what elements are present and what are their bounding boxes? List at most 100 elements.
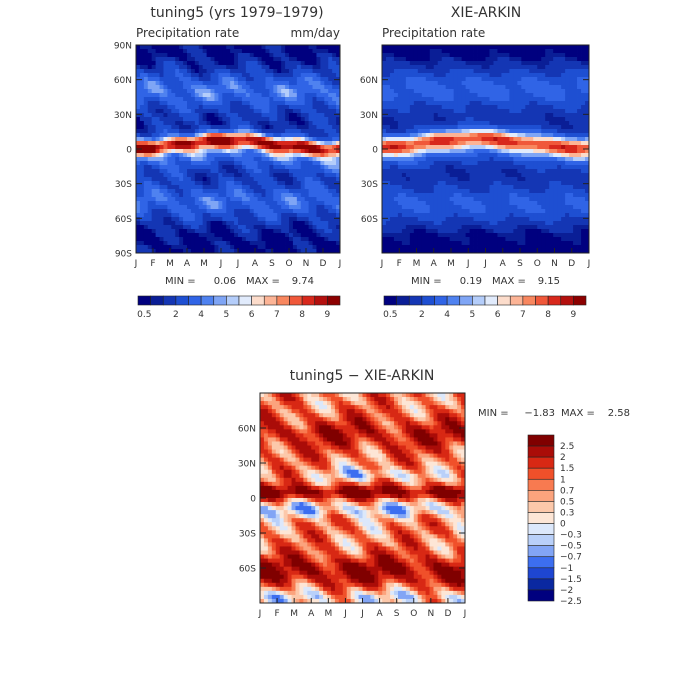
heatmap-cell xyxy=(202,177,208,182)
heatmap-cell xyxy=(308,169,313,174)
heatmap-cell xyxy=(230,241,235,246)
heatmap-cell xyxy=(187,201,192,206)
heatmap-cell xyxy=(453,105,459,110)
heatmap-cell xyxy=(429,109,435,114)
heatmap-cell xyxy=(218,157,223,162)
heatmap-cell xyxy=(163,237,168,242)
heatmap-cell xyxy=(269,225,274,230)
heatmap-cell xyxy=(218,93,223,98)
heatmap-cell xyxy=(549,49,554,54)
heatmap-cell xyxy=(281,237,286,242)
heatmap-cell xyxy=(453,49,459,54)
heatmap-cell xyxy=(493,45,498,50)
heatmap-cell xyxy=(316,225,321,230)
heatmap-cell xyxy=(481,205,486,210)
heatmap-cell xyxy=(397,93,403,98)
heatmap-cell xyxy=(461,65,466,70)
heatmap-cell xyxy=(421,205,427,210)
heatmap-cell xyxy=(253,57,259,62)
heatmap-cell xyxy=(549,85,554,90)
heatmap-cell xyxy=(312,217,317,222)
heatmap-cell xyxy=(210,193,215,198)
heatmap-cell xyxy=(328,201,333,206)
heatmap-cell xyxy=(179,129,184,134)
heatmap-cell xyxy=(445,141,451,146)
heatmap-cell xyxy=(320,217,325,222)
heatmap-cell xyxy=(401,93,407,98)
heatmap-cell xyxy=(481,81,486,86)
heatmap-cell xyxy=(187,249,192,254)
heatmap-cell xyxy=(481,113,486,118)
heatmap-cell xyxy=(265,165,270,170)
heatmap-cell xyxy=(545,69,550,74)
heatmap-cell xyxy=(465,125,470,130)
heatmap-cell xyxy=(143,137,149,142)
heatmap-cell xyxy=(206,197,211,202)
heatmap-cell xyxy=(194,61,200,66)
heatmap-cell xyxy=(477,201,482,206)
heatmap-cell xyxy=(457,117,463,122)
heatmap-cell xyxy=(261,165,266,170)
heatmap-cell xyxy=(312,137,317,142)
heatmap-cell xyxy=(385,85,391,90)
heatmap-cell xyxy=(533,169,538,174)
heatmap-cell xyxy=(194,241,200,246)
heatmap-cell xyxy=(175,181,180,186)
heatmap-cell xyxy=(413,165,419,170)
heatmap-cell xyxy=(238,249,243,254)
heatmap-cell xyxy=(561,189,566,194)
heatmap-cell xyxy=(569,177,574,182)
heatmap-cell xyxy=(549,185,554,190)
heatmap-cell xyxy=(565,57,570,62)
heatmap-cell xyxy=(171,125,176,130)
heatmap-cell xyxy=(405,137,411,142)
heatmap-cell xyxy=(541,89,546,94)
heatmap-cell xyxy=(273,73,278,78)
heatmap-cell xyxy=(433,201,439,206)
heatmap-cell xyxy=(409,113,415,118)
heatmap-cell xyxy=(316,105,321,110)
heatmap-cell xyxy=(509,209,514,214)
heatmap-cell xyxy=(332,185,337,190)
heatmap-cell xyxy=(265,201,270,206)
heatmap-cell xyxy=(569,97,574,102)
heatmap-cell xyxy=(501,197,506,202)
heatmap-cell xyxy=(465,141,470,146)
heatmap-cell xyxy=(198,89,204,94)
heatmap-cell xyxy=(269,165,274,170)
heatmap-cell xyxy=(401,53,407,58)
panel-model-subtitle-left: Precipitation rate xyxy=(136,26,239,40)
heatmap-cell xyxy=(214,197,219,202)
heatmap-cell xyxy=(214,113,219,118)
heatmap-cell xyxy=(417,125,423,130)
heatmap-cell xyxy=(136,113,141,118)
heatmap-cell xyxy=(226,105,231,110)
heatmap-cell xyxy=(265,65,270,70)
heatmap-cell xyxy=(465,81,470,86)
heatmap-cell xyxy=(517,125,522,130)
heatmap-cell xyxy=(409,73,415,78)
heatmap-cell xyxy=(577,113,582,118)
heatmap-cell xyxy=(281,205,286,210)
heatmap-cell xyxy=(296,225,302,230)
heatmap-cell xyxy=(577,101,582,106)
heatmap-cell xyxy=(573,177,578,182)
heatmap-cell xyxy=(485,137,490,142)
heatmap-cell xyxy=(469,189,474,194)
heatmap-cell xyxy=(473,117,478,122)
heatmap-cell xyxy=(277,85,282,90)
heatmap-cell xyxy=(485,97,490,102)
heatmap-cell xyxy=(143,249,149,254)
heatmap-cell xyxy=(163,81,168,86)
heatmap-cell xyxy=(517,121,522,126)
heatmap-cell xyxy=(273,137,278,142)
heatmap-cell xyxy=(281,221,286,226)
heatmap-cell xyxy=(281,241,286,246)
heatmap-cell xyxy=(421,61,427,66)
heatmap-cell xyxy=(238,233,243,238)
heatmap-cell xyxy=(218,129,223,134)
heatmap-cell xyxy=(505,73,510,78)
heatmap-cell xyxy=(175,201,180,206)
heatmap-cell xyxy=(573,77,578,82)
heatmap-cell xyxy=(238,185,243,190)
